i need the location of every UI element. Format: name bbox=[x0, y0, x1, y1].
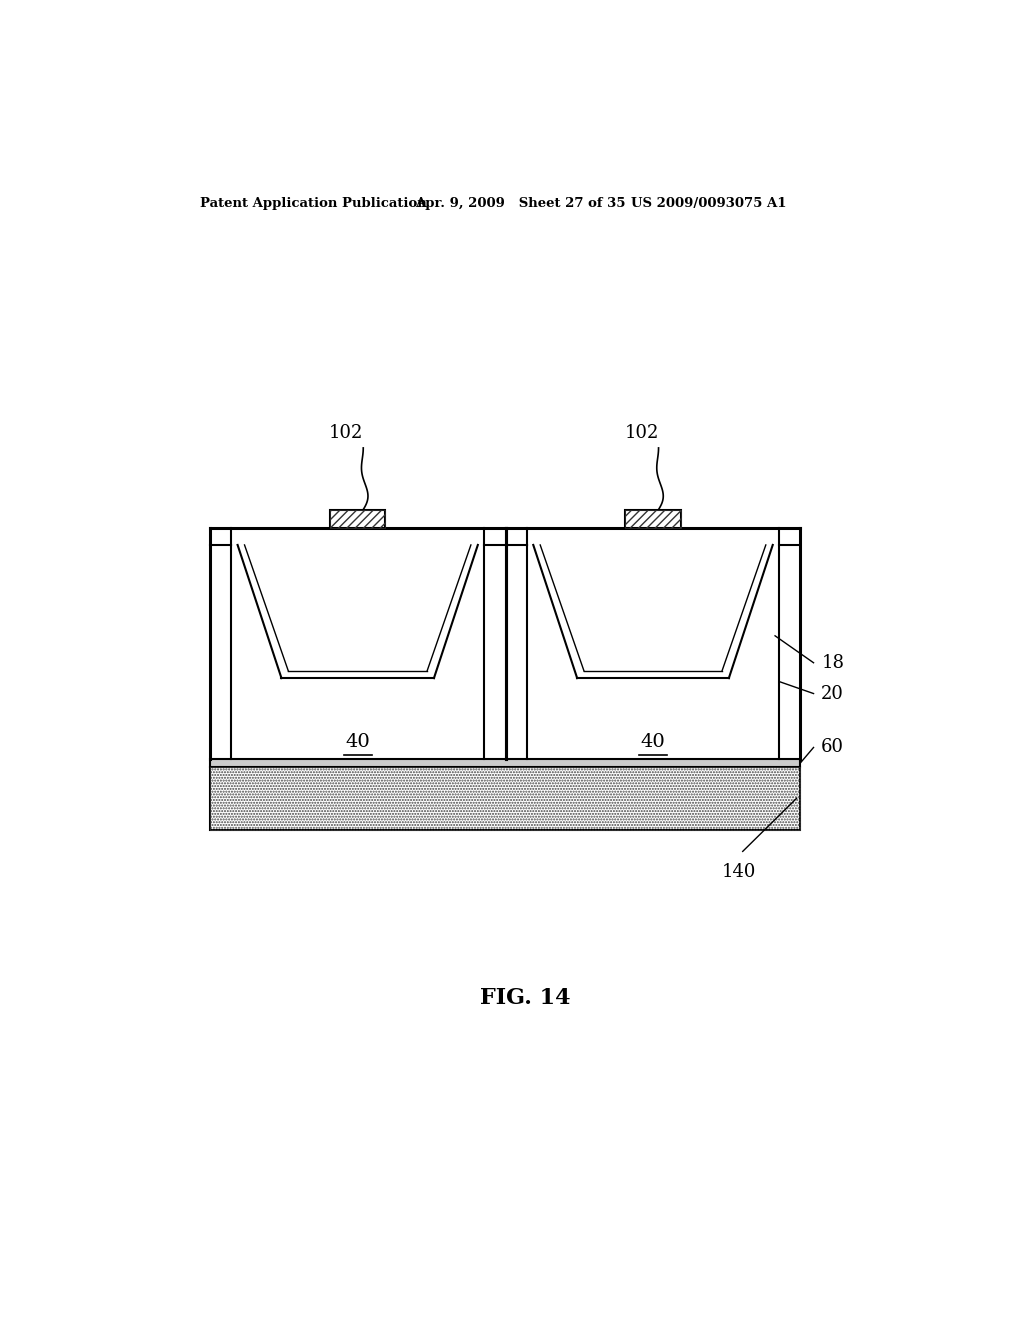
Text: 40: 40 bbox=[641, 733, 666, 751]
Text: 60: 60 bbox=[821, 738, 844, 756]
Bar bbox=[330, 510, 385, 528]
Text: FIG. 14: FIG. 14 bbox=[479, 987, 570, 1008]
Bar bbox=[210, 767, 801, 830]
Text: 102: 102 bbox=[625, 424, 658, 442]
Text: 18: 18 bbox=[821, 653, 844, 672]
Bar bbox=[626, 510, 681, 528]
Text: Apr. 9, 2009   Sheet 27 of 35: Apr. 9, 2009 Sheet 27 of 35 bbox=[416, 197, 626, 210]
Text: 140: 140 bbox=[722, 863, 756, 880]
Text: 40: 40 bbox=[345, 733, 370, 751]
Text: US 2009/0093075 A1: US 2009/0093075 A1 bbox=[631, 197, 786, 210]
Bar bbox=[210, 767, 801, 830]
Bar bbox=[626, 510, 681, 528]
Text: 102: 102 bbox=[329, 424, 364, 442]
Bar bbox=[210, 759, 801, 767]
Text: Patent Application Publication: Patent Application Publication bbox=[200, 197, 427, 210]
Text: 20: 20 bbox=[821, 685, 844, 702]
Bar bbox=[330, 510, 385, 528]
